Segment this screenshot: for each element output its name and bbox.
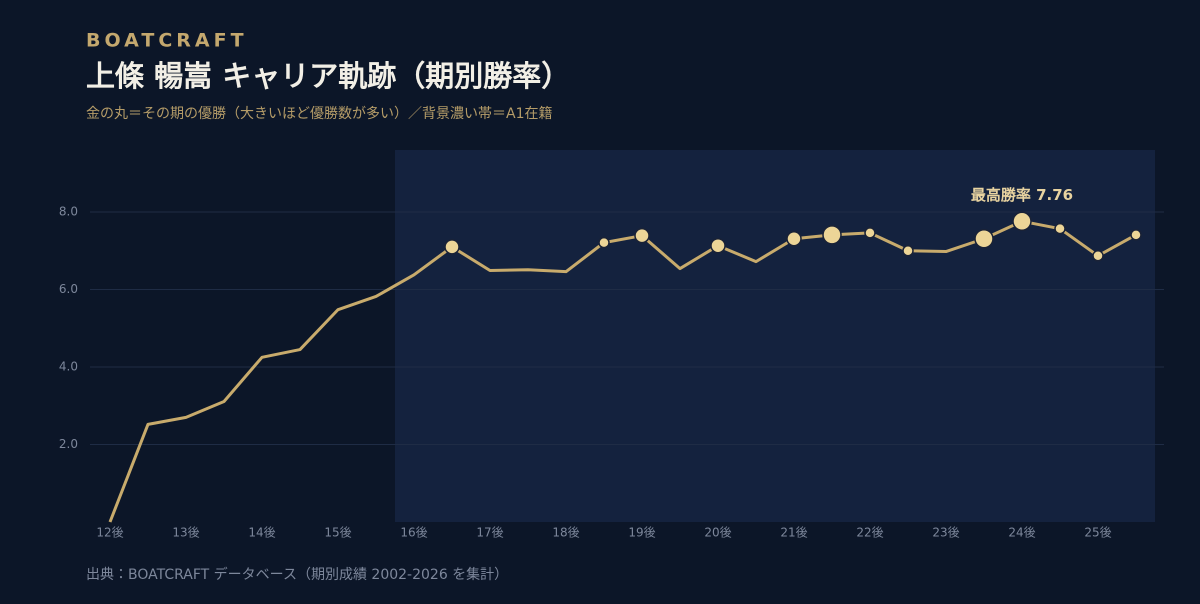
win-marker <box>1012 211 1032 232</box>
x-tick-label: 15後 <box>324 526 351 540</box>
win-marker <box>598 236 610 249</box>
y-tick-label: 2.0 <box>59 437 78 451</box>
x-tick-label: 23後 <box>932 526 959 540</box>
grid-layer: 2.0 4.0 6.0 8.0 12後 13後 14後 15後 16後 17後 18後 19後 20後 2… <box>59 205 1164 540</box>
annotation: 最高勝率 7.76 <box>971 186 1073 204</box>
a1-band <box>395 150 1155 522</box>
x-tick-label: 24後 <box>1008 526 1035 540</box>
band-layer <box>395 150 1155 522</box>
source: 出典：BOATCRAFT データベース（期別成績 2002-2026 を集計） <box>86 566 508 583</box>
y-tick-label: 8.0 <box>59 205 78 219</box>
win-marker <box>1054 222 1066 235</box>
career-line <box>108 219 1137 523</box>
x-tick-label: 13後 <box>172 526 199 540</box>
chart-subtitle: 金の丸＝その期の優勝（大きいほど優勝数が多い）／背景濃い帯＝A1在籍 <box>86 105 552 122</box>
win-marker <box>902 245 914 257</box>
chart-title: 上條 暢嵩 キャリア軌跡（期別勝率） <box>86 59 570 93</box>
win-marker <box>1130 229 1142 241</box>
win-marker <box>634 227 650 244</box>
win-marker <box>864 227 876 239</box>
x-tick-label: 25後 <box>1084 526 1111 540</box>
x-tick-label: 21後 <box>780 526 807 540</box>
x-tick-label: 18後 <box>552 526 579 540</box>
win-marker <box>974 228 994 249</box>
x-tick-label: 19後 <box>628 526 655 540</box>
win-marker <box>444 239 460 255</box>
x-tick-label: 22後 <box>856 526 883 540</box>
x-tick-label: 17後 <box>476 526 503 540</box>
y-tick-label: 6.0 <box>59 282 78 296</box>
win-marker <box>710 237 726 254</box>
win-marker <box>786 230 802 247</box>
x-tick-label: 12後 <box>96 526 123 540</box>
win-marker <box>1092 250 1104 262</box>
y-tick-label: 4.0 <box>59 360 78 374</box>
x-tick-label: 14後 <box>248 526 275 540</box>
data-layer: 最高勝率 7.76 <box>108 186 1142 523</box>
x-tick-label: 20後 <box>704 526 731 540</box>
x-tick-label: 16後 <box>400 526 427 540</box>
win-marker <box>822 225 842 245</box>
brand: BOATCRAFT <box>86 30 248 52</box>
